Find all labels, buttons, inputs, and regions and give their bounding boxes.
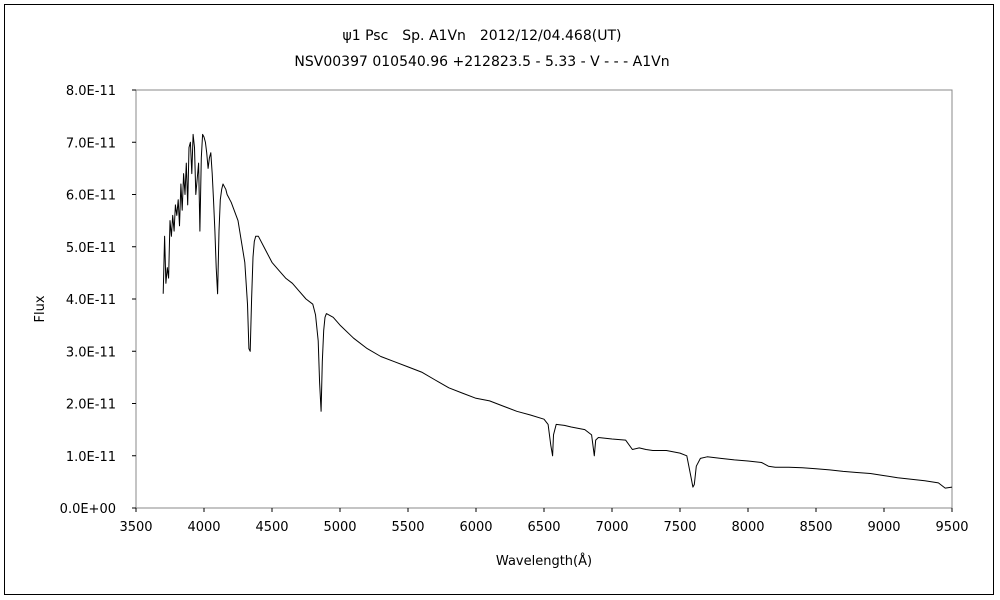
y-tick-label: 7.0E-11 [66,136,116,151]
x-tick-label: 4500 [255,520,288,535]
x-tick-label: 3500 [119,520,152,535]
x-axis-label: Wavelength(Å) [496,553,592,569]
x-tick-label: 6500 [527,520,560,535]
x-tick-label: 6000 [459,520,492,535]
x-tick-label: 8000 [731,520,764,535]
x-tick-label: 9000 [867,520,900,535]
x-tick-label: 9500 [935,520,968,535]
x-tick-label: 5500 [391,520,424,535]
x-tick-label: 5000 [323,520,356,535]
x-tick-label: 7500 [663,520,696,535]
y-axis: 0.0E+00 1.0E-11 2.0E-11 3.0E-11 4.0E-11 5.0E-… [60,84,136,517]
series-line [162,133,953,489]
y-tick-label: 3.0E-11 [66,345,116,360]
y-tick-label: 6.0E-11 [66,189,116,204]
chart-title: ψ1 Psc Sp. A1Vn 2012/12/04.468(UT) [343,28,622,44]
plot-area [135,89,953,509]
x-tick-label: 8500 [799,520,832,535]
y-tick-label: 5.0E-11 [66,241,116,256]
y-tick-label: 4.0E-11 [66,293,116,308]
y-tick-label: 8.0E-11 [66,84,116,99]
chart-subtitle: NSV00397 010540.96 +212823.5 - 5.33 - V … [294,54,669,70]
series-layer [162,133,953,489]
y-tick-label: 1.0E-11 [66,450,116,465]
x-axis: 3500 4000 4500 5000 5500 6000 6500 7000 7500 8000… [119,508,969,535]
y-axis-label: Flux [33,295,48,322]
y-tick-label: 0.0E+00 [60,502,116,517]
x-tick-label: 7000 [595,520,628,535]
x-tick-label: 4000 [187,520,220,535]
y-tick-label: 2.0E-11 [66,398,116,413]
